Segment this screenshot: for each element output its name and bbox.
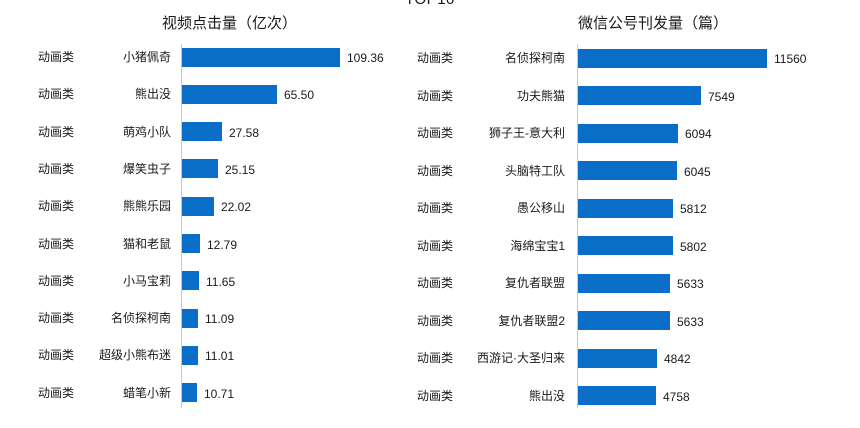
- wechat-category-label: 功夫熊猫: [516, 88, 565, 103]
- wechat-bar: [578, 348, 657, 368]
- wechat-value-label: 5802: [680, 239, 707, 254]
- video-bar: [182, 383, 197, 403]
- wechat-bar: [578, 311, 670, 330]
- video-value-label: 11.01: [205, 349, 235, 364]
- video-group-label: 动画类: [38, 124, 75, 139]
- wechat-category-label: 复仇者联盟2: [498, 313, 565, 328]
- video-category-label: 超级小熊布迷: [98, 348, 171, 363]
- wechat-category-label: 西游记·大圣归来: [477, 351, 565, 365]
- video-group-label: 动画类: [38, 385, 75, 400]
- wechat-group-label: 动画类: [417, 388, 454, 403]
- video-value-label: 65.50: [284, 88, 315, 103]
- wechat-category-label: 愚公移山: [516, 201, 565, 215]
- wechat-bar: [578, 198, 673, 218]
- video-value-label: 12.79: [207, 237, 238, 252]
- video-value-label: 25.15: [225, 162, 256, 177]
- wechat-group-label: 动画类: [417, 88, 454, 103]
- wechat-value-label: 7549: [708, 89, 735, 104]
- wechat-category-label: 狮子王-意大利: [489, 126, 565, 140]
- video-bar: [182, 122, 222, 142]
- video-value-label: 27.58: [229, 125, 260, 140]
- wechat-category-label: 头脑特工队: [504, 163, 565, 178]
- wechat-group-label: 动画类: [417, 126, 454, 140]
- video-bar: [182, 271, 199, 291]
- wechat-bar: [578, 386, 656, 405]
- wechat-value-label: 6094: [685, 127, 712, 141]
- video-category-label: 名侦探柯南: [110, 311, 171, 326]
- video-bar: [182, 84, 277, 104]
- page-title: TOP10: [0, 0, 860, 8]
- wechat-value-label: 5633: [677, 314, 704, 329]
- wechat-value-label: 5633: [677, 277, 704, 291]
- wechat-value-label: 11560: [774, 52, 807, 66]
- wechat-group-label: 动画类: [417, 163, 454, 178]
- video-category-label: 猫和老鼠: [122, 236, 171, 251]
- wechat-bar: [578, 48, 767, 68]
- video-bar: [182, 159, 218, 179]
- wechat-group-label: 动画类: [417, 276, 454, 290]
- wechat-value-label: 4758: [663, 389, 690, 404]
- video-category-label: 蜡笔小新: [122, 385, 171, 400]
- video-value-label: 10.71: [204, 386, 235, 401]
- wechat-bar: [578, 161, 677, 180]
- video-group-label: 动画类: [38, 236, 75, 251]
- video-group-label: 动画类: [38, 87, 75, 102]
- video-group-label: 动画类: [38, 199, 75, 214]
- video-value-label: 11.65: [206, 274, 236, 289]
- video-group-label: 动画类: [38, 348, 75, 363]
- video-bar: [182, 345, 198, 365]
- wechat-category-label: 海绵宝宝1: [510, 238, 565, 253]
- wechat-value-label: 5812: [680, 202, 707, 216]
- axis-line-right: [577, 44, 578, 408]
- video-group-label: 动画类: [38, 311, 75, 326]
- wechat-category-label: 复仇者联盟: [504, 276, 565, 290]
- wechat-bar: [578, 236, 673, 255]
- video-category-label: 熊出没: [134, 87, 171, 102]
- video-group-label: 动画类: [38, 161, 75, 176]
- chart-title-video-clicks: 视频点击量（亿次）: [162, 15, 298, 32]
- wechat-group-label: 动画类: [417, 351, 454, 365]
- wechat-group-label: 动画类: [417, 201, 454, 215]
- video-group-label: 动画类: [38, 273, 75, 288]
- wechat-group-label: 动画类: [417, 51, 454, 65]
- video-bar: [182, 308, 198, 328]
- video-bar: [182, 47, 340, 67]
- video-category-label: 萌鸡小队: [122, 124, 171, 139]
- video-group-label: 动画类: [38, 50, 75, 64]
- video-category-label: 爆笑虫子: [122, 161, 171, 176]
- video-category-label: 小马宝莉: [122, 273, 171, 288]
- video-value-label: 11.09: [205, 312, 235, 327]
- video-category-label: 熊熊乐园: [122, 199, 171, 214]
- wechat-bar: [578, 86, 701, 105]
- video-category-label: 小猪佩奇: [122, 50, 171, 64]
- chart-title-wechat-posts: 微信公号刊发量（篇）: [578, 15, 729, 32]
- wechat-value-label: 6045: [684, 164, 711, 179]
- axis-line-left: [181, 44, 182, 408]
- wechat-category-label: 熊出没: [528, 388, 565, 403]
- wechat-bar: [578, 123, 678, 143]
- wechat-category-label: 名侦探柯南: [504, 51, 565, 65]
- wechat-value-label: 4842: [664, 352, 691, 366]
- video-value-label: 109.36: [347, 51, 384, 65]
- video-bar: [182, 196, 214, 216]
- video-value-label: 22.02: [221, 200, 252, 215]
- wechat-group-label: 动画类: [417, 238, 454, 253]
- wechat-bar: [578, 273, 670, 293]
- video-bar: [182, 234, 200, 253]
- wechat-group-label: 动画类: [417, 313, 454, 328]
